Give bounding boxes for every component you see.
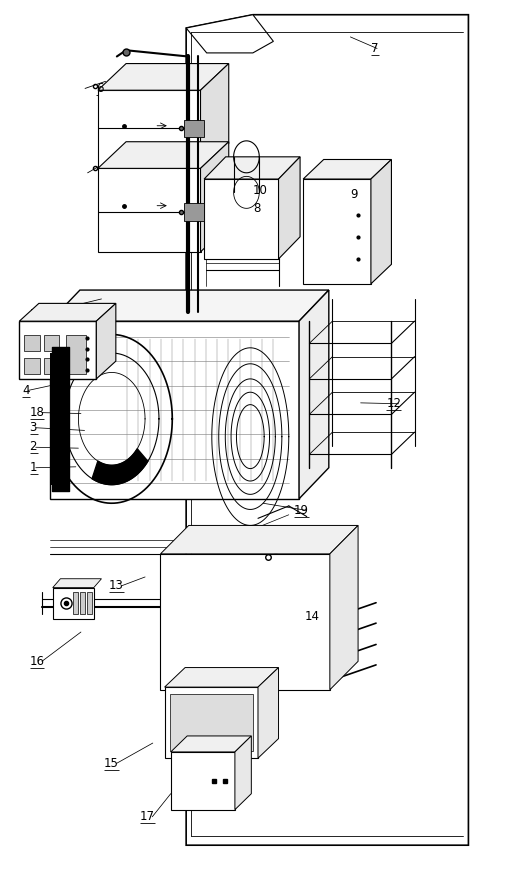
Polygon shape (98, 142, 229, 168)
Text: 8: 8 (253, 201, 260, 215)
Bar (44, 335, 59, 351)
Text: 18: 18 (29, 406, 44, 419)
Polygon shape (258, 667, 279, 758)
Polygon shape (184, 119, 204, 137)
Polygon shape (204, 157, 300, 179)
Text: 15: 15 (104, 756, 119, 770)
Polygon shape (20, 321, 96, 379)
Polygon shape (50, 290, 329, 321)
Text: 1: 1 (29, 461, 37, 474)
Text: 2: 2 (29, 440, 37, 454)
Polygon shape (165, 687, 258, 758)
Polygon shape (20, 303, 116, 321)
Polygon shape (201, 63, 229, 170)
Polygon shape (160, 526, 358, 554)
Polygon shape (204, 179, 279, 259)
Polygon shape (186, 15, 273, 53)
Text: 19: 19 (294, 503, 309, 517)
Bar (170, 694, 253, 751)
Text: 9: 9 (350, 188, 358, 201)
Polygon shape (96, 303, 116, 379)
Polygon shape (165, 667, 279, 687)
Text: 6: 6 (96, 82, 104, 94)
Polygon shape (53, 588, 94, 618)
Polygon shape (303, 179, 371, 284)
Text: 14: 14 (304, 610, 319, 623)
Text: 13: 13 (109, 579, 124, 592)
Polygon shape (98, 90, 201, 170)
Bar (24, 335, 40, 351)
Bar (87, 592, 92, 614)
Polygon shape (279, 157, 300, 259)
Text: 16: 16 (29, 655, 44, 667)
Bar (80, 592, 85, 614)
Bar (50, 353, 66, 485)
Text: 3: 3 (29, 421, 37, 434)
Polygon shape (171, 752, 235, 810)
Polygon shape (303, 159, 392, 179)
Text: 7: 7 (371, 42, 378, 54)
Polygon shape (98, 63, 229, 90)
Polygon shape (98, 168, 201, 252)
Polygon shape (201, 142, 229, 252)
Polygon shape (235, 736, 251, 810)
Polygon shape (371, 159, 392, 284)
Text: 4: 4 (22, 384, 29, 396)
Polygon shape (171, 736, 251, 752)
Text: 10: 10 (253, 184, 268, 197)
Polygon shape (53, 579, 102, 588)
Text: 5: 5 (29, 308, 37, 321)
Text: 12: 12 (386, 397, 401, 410)
Text: 11: 11 (29, 331, 44, 343)
Bar (24, 357, 40, 373)
Polygon shape (186, 15, 469, 846)
Bar (66, 335, 86, 373)
Text: 17: 17 (140, 810, 155, 823)
Polygon shape (330, 526, 358, 690)
Polygon shape (184, 203, 204, 221)
Bar (73, 592, 78, 614)
Bar (44, 357, 59, 373)
Polygon shape (160, 554, 330, 690)
Polygon shape (50, 321, 299, 499)
Polygon shape (299, 290, 329, 499)
Polygon shape (92, 449, 148, 485)
